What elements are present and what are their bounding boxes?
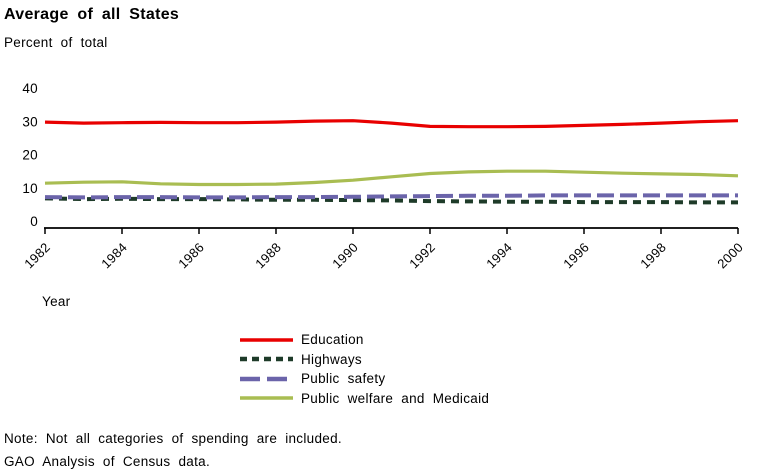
legend-item-public-welfare: Public welfare and Medicaid bbox=[240, 389, 489, 409]
x-tick-label: 1990 bbox=[329, 240, 361, 272]
x-tick-label: 1982 bbox=[21, 240, 53, 272]
legend-item-public-safety: Public safety bbox=[240, 369, 489, 389]
x-tick-label: 1992 bbox=[406, 240, 438, 272]
legend-label: Public safety bbox=[301, 371, 386, 387]
x-tick-label: 2000 bbox=[714, 240, 746, 272]
y-tick-label: 10 bbox=[22, 181, 38, 196]
source-note: GAO Analysis of Census data. bbox=[4, 454, 210, 469]
series-line-public-welfare-and-medicaid bbox=[44, 169, 739, 187]
y-tick-label: 40 bbox=[22, 81, 38, 96]
legend-item-highways: Highways bbox=[240, 350, 489, 370]
footnote: Note: Not all categories of spending are… bbox=[4, 431, 342, 446]
x-tick-label: 1998 bbox=[637, 240, 669, 272]
x-axis-title: Year bbox=[42, 294, 71, 309]
y-tick-label: 30 bbox=[22, 114, 38, 129]
legend-label: Highways bbox=[301, 351, 362, 367]
series-line-public-safety bbox=[44, 193, 738, 200]
x-tick-label: 1984 bbox=[98, 240, 130, 272]
y-axis-units-label: Percent of total bbox=[4, 35, 108, 50]
legend-label: Education bbox=[301, 332, 364, 348]
chart-title: Average of all States bbox=[4, 6, 180, 23]
x-tick-label: 1994 bbox=[483, 240, 515, 272]
series-line-education bbox=[44, 119, 739, 129]
y-tick-label: 20 bbox=[22, 148, 38, 163]
public-welfare-line-swatch bbox=[240, 396, 293, 400]
plot-area: 0 10 20 30 40 1982 1984 1986 1988 1990 1992 1994 199… bbox=[21, 81, 746, 272]
education-line-swatch bbox=[240, 338, 293, 342]
public-safety-line-swatch bbox=[240, 376, 293, 381]
legend: Education Highways Public safety Public … bbox=[240, 330, 489, 408]
legend-item-education: Education bbox=[240, 330, 489, 350]
highways-line-swatch bbox=[240, 357, 293, 362]
x-tick-label: 1996 bbox=[560, 240, 592, 272]
x-tick-label: 1988 bbox=[252, 240, 284, 272]
y-tick-label: 0 bbox=[30, 214, 38, 229]
legend-label: Public welfare and Medicaid bbox=[301, 390, 490, 406]
x-tick-label: 1986 bbox=[175, 240, 207, 272]
